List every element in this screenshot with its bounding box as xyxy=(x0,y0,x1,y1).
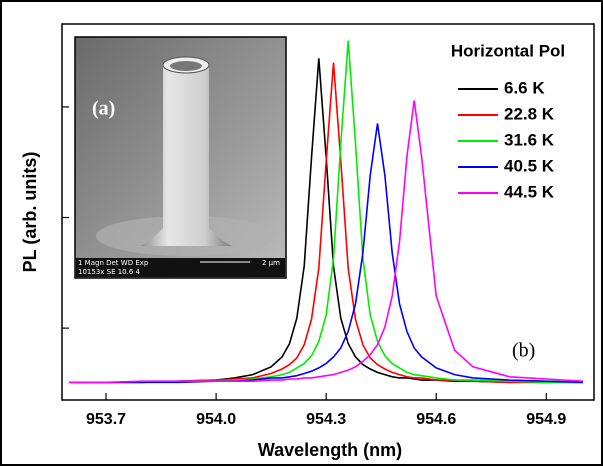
inset-info-bar xyxy=(76,258,285,277)
panel-label: (b) xyxy=(512,340,535,362)
inset-info: 1 Magn Det WD Exp xyxy=(78,259,149,267)
legend-label: 31.6 K xyxy=(504,130,555,149)
x-tick-label: 954.3 xyxy=(306,411,346,428)
series-line xyxy=(69,62,583,384)
inset-info: 10153x SE 10.6 4 xyxy=(78,268,141,276)
legend-label: 6.6 K xyxy=(504,78,545,97)
inset-scale: 2 µm xyxy=(262,259,280,267)
legend-title: Horizontal Pol xyxy=(451,41,565,60)
series-line xyxy=(69,40,583,384)
x-tick-label: 954.0 xyxy=(196,411,236,428)
series-line xyxy=(69,58,583,384)
plot-area xyxy=(61,23,595,401)
legend-label: 22.8 K xyxy=(504,104,555,123)
x-tick-label: 953.7 xyxy=(86,411,126,428)
series-line xyxy=(69,100,584,384)
x-tick-label: 954.6 xyxy=(416,411,456,428)
inset-pillar xyxy=(140,65,232,246)
x-axis-title: Wavelength (nm) xyxy=(258,440,402,460)
inset-image: 1 Magn Det WD Exp 10153x SE 10.6 4 2 µm … xyxy=(74,36,287,279)
plot-frame xyxy=(61,23,595,401)
legend-label: 44.5 K xyxy=(504,182,555,201)
legend-label: 40.5 K xyxy=(504,156,555,175)
inset-pillar-hole xyxy=(170,61,202,71)
inset-label: (a) xyxy=(92,98,115,120)
x-tick-label: 954.9 xyxy=(526,411,566,428)
y-axis-title: PL (arb. units) xyxy=(20,152,40,273)
